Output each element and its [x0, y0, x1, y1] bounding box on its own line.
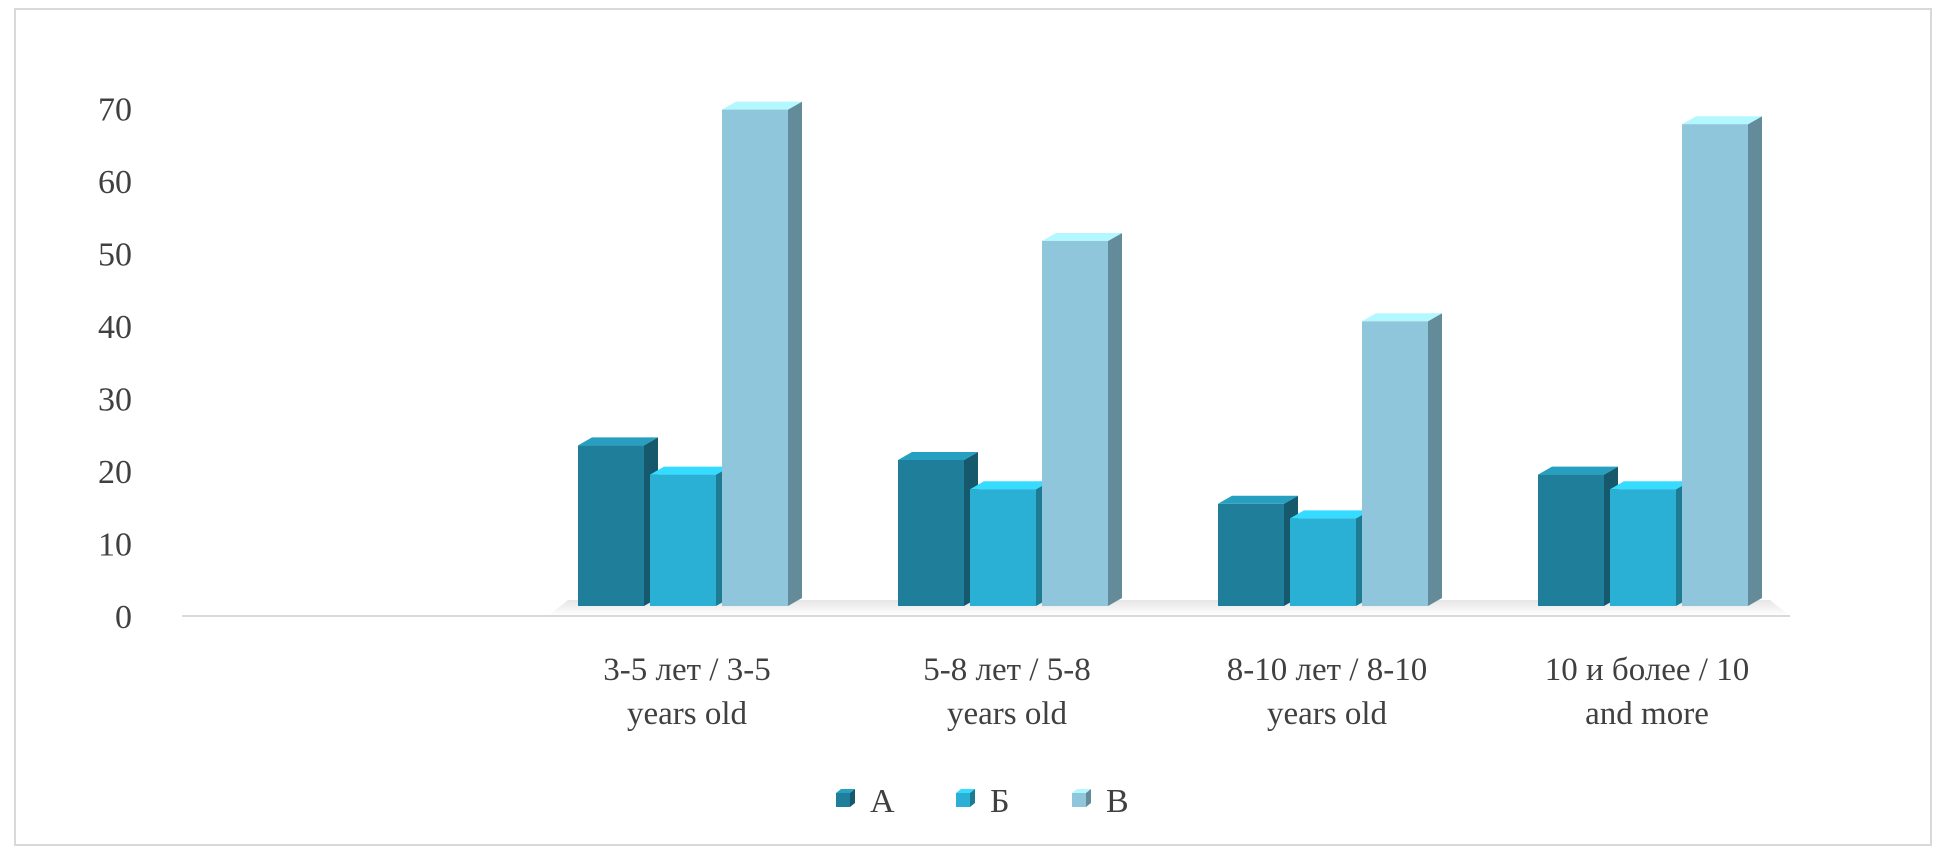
- y-tick-label: 60: [98, 164, 132, 201]
- bar-side: [1748, 116, 1762, 606]
- category-label: years old: [627, 696, 748, 732]
- y-tick-label: 0: [115, 599, 132, 636]
- category-label: 3-5 лет / 3-5: [603, 652, 770, 688]
- y-tick-label: 40: [98, 309, 132, 346]
- bar: [1362, 313, 1442, 606]
- category-label: years old: [947, 696, 1068, 732]
- legend-swatch-top: [956, 789, 975, 793]
- bar-front: [650, 474, 716, 606]
- legend-swatch: [836, 793, 850, 807]
- bar: [1218, 495, 1298, 606]
- bar-top: [1042, 233, 1122, 241]
- bar: [1682, 116, 1762, 606]
- bar: [722, 101, 802, 606]
- bar-top: [1538, 466, 1618, 475]
- legend-swatch-side: [1086, 789, 1091, 807]
- category-labels: 3-5 лет / 3-5 years old 5-8 лет / 5-8 years…: [603, 652, 1749, 732]
- bar-side: [1428, 313, 1442, 606]
- bar-front: [970, 489, 1036, 606]
- legend-item: А: [836, 783, 895, 820]
- bar-front: [1682, 124, 1748, 606]
- bar-front: [898, 460, 964, 606]
- bar-front: [1042, 241, 1108, 606]
- y-tick-label: 10: [98, 527, 132, 564]
- bar-top: [898, 452, 978, 460]
- legend-item: В: [1072, 783, 1129, 820]
- legend-label: В: [1106, 783, 1129, 820]
- category-label: years old: [1267, 696, 1388, 732]
- chart-floor: [548, 600, 1790, 616]
- bar-top: [1218, 495, 1298, 504]
- bar-top: [1290, 510, 1370, 519]
- legend-label: А: [870, 783, 895, 820]
- legend-item: Б: [956, 783, 1010, 820]
- bar-top: [970, 481, 1050, 490]
- bar: [1538, 466, 1618, 606]
- legend: А Б В: [836, 783, 1129, 820]
- bar: [1290, 510, 1370, 606]
- category-label: 10 и более / 10: [1545, 652, 1749, 688]
- y-tick-label: 20: [98, 454, 132, 491]
- legend-swatch: [956, 793, 970, 807]
- bar-front: [1362, 321, 1428, 606]
- bar-side: [788, 101, 802, 606]
- bar-top: [1362, 313, 1442, 322]
- legend-swatch-top: [1072, 789, 1091, 793]
- bar-front: [722, 109, 788, 606]
- bar-top: [578, 437, 658, 446]
- y-axis-ticks: 0 10 20 30 40 50 60 70: [98, 92, 132, 637]
- bars-group: [578, 101, 1762, 606]
- bar: [1042, 233, 1122, 606]
- category-label: 8-10 лет / 8-10: [1227, 652, 1427, 688]
- bar: [578, 437, 658, 606]
- legend-swatch-side: [850, 789, 855, 807]
- category-label: 5-8 лет / 5-8: [923, 652, 1090, 688]
- y-tick-label: 50: [98, 237, 132, 274]
- bar-side: [1108, 233, 1122, 606]
- y-tick-label: 30: [98, 382, 132, 419]
- floor-plane: [548, 600, 1790, 616]
- legend-swatch-top: [836, 789, 855, 793]
- bar-top: [1610, 481, 1690, 490]
- bar: [898, 452, 978, 606]
- bar-top: [1682, 116, 1762, 125]
- bar-front: [578, 445, 644, 606]
- y-tick-label: 70: [98, 92, 132, 129]
- legend-label: Б: [990, 783, 1010, 820]
- bar-front: [1218, 503, 1284, 606]
- bar-top: [650, 466, 730, 475]
- bar: [650, 466, 730, 606]
- bar-front: [1538, 474, 1604, 606]
- bar-top: [722, 101, 802, 110]
- legend-swatch-side: [970, 789, 975, 807]
- chart-frame: [14, 8, 1932, 846]
- bar: [970, 481, 1050, 606]
- category-label: and more: [1585, 696, 1709, 732]
- bar: [1610, 481, 1690, 606]
- bar-front: [1290, 518, 1356, 606]
- legend-swatch: [1072, 793, 1086, 807]
- bar-front: [1610, 489, 1676, 606]
